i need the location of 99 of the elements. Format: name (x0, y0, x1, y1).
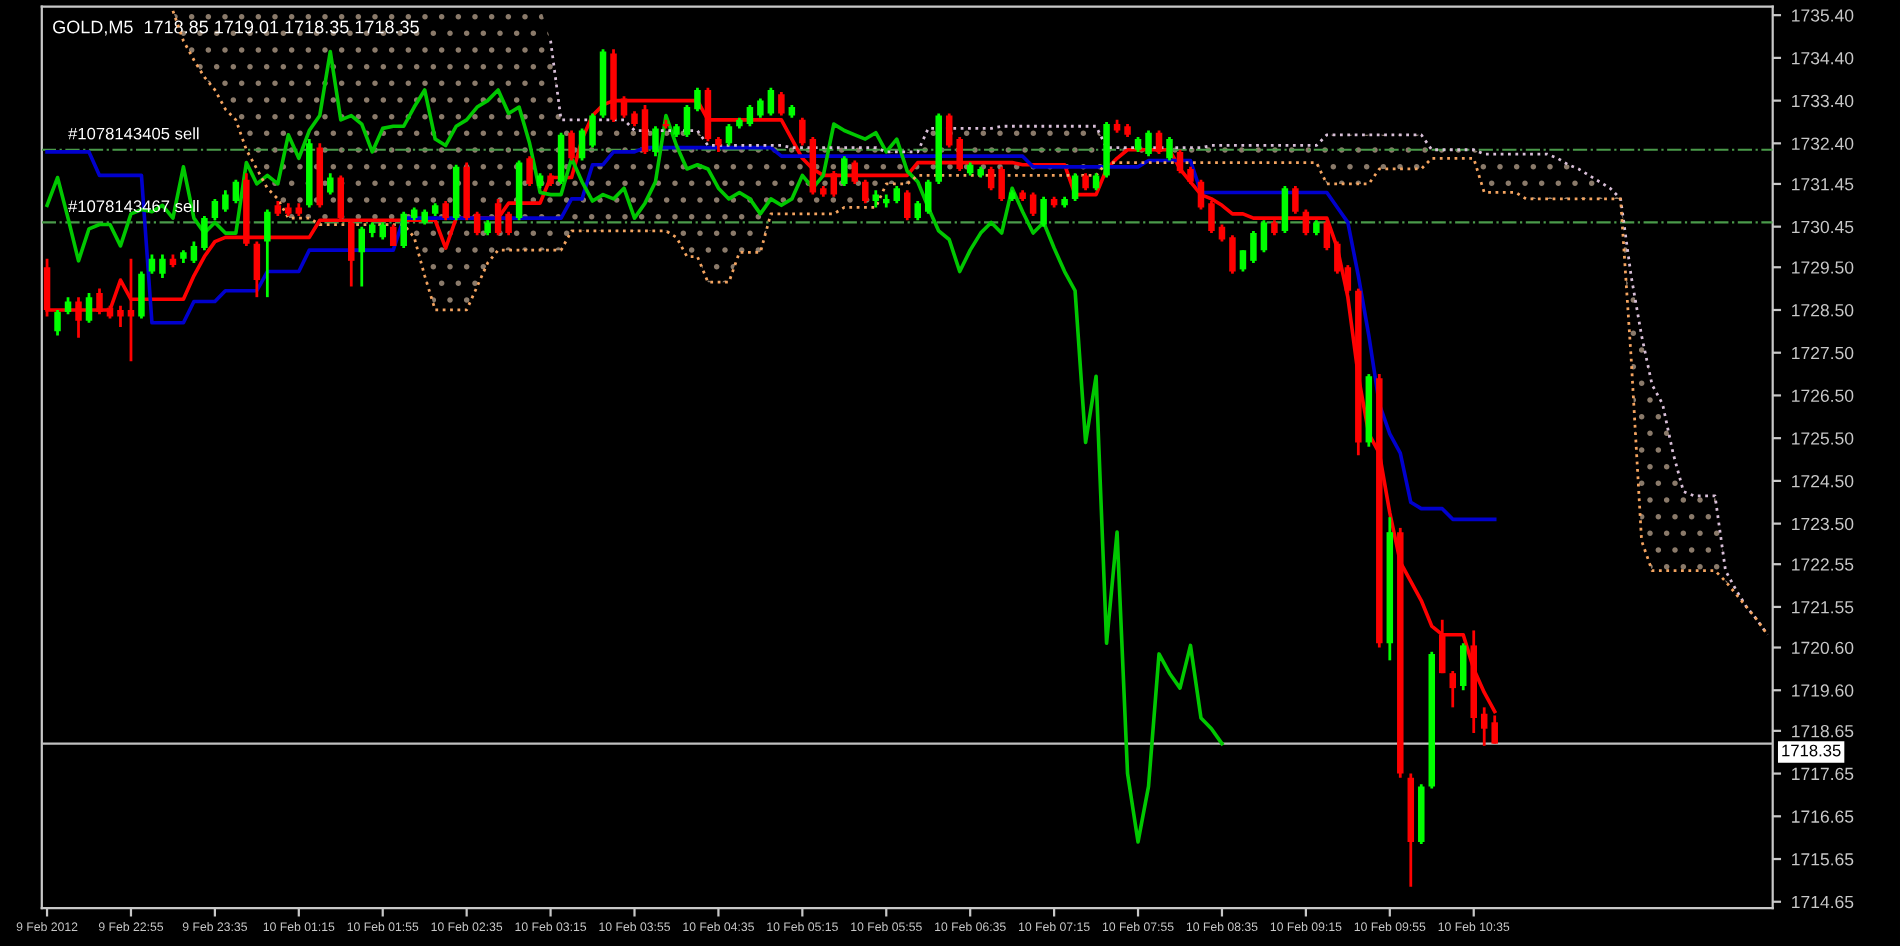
candlestick (568, 129, 575, 162)
candlestick (253, 240, 261, 299)
candlestick (358, 225, 366, 288)
candlestick (904, 188, 911, 222)
candlestick (851, 159, 859, 186)
candlestick (956, 135, 963, 173)
candlestick (1449, 669, 1456, 709)
y-tick-label: 1714.65 (1792, 895, 1854, 909)
candlestick (54, 308, 61, 338)
candlestick (767, 86, 775, 117)
y-tick-label: 1735.40 (1792, 9, 1854, 22)
candlestick (746, 103, 754, 128)
candlestick (348, 218, 355, 288)
candlestick (1260, 218, 1268, 254)
y-tick-label: 1734.40 (1792, 52, 1854, 65)
candlestick (327, 171, 334, 197)
candlestick (1208, 199, 1215, 235)
candlestick (494, 197, 502, 237)
candlestick (232, 178, 240, 205)
y-tick-label: 1722.55 (1792, 558, 1854, 571)
candlestick (1480, 705, 1488, 748)
candlestick (830, 169, 838, 199)
candlestick (652, 124, 659, 158)
y-tick-label: 1725.50 (1792, 432, 1854, 445)
candlestick (578, 126, 586, 162)
y-tick-label: 1726.50 (1792, 389, 1854, 402)
y-tick-label: 1723.50 (1792, 517, 1854, 531)
candlestick (389, 223, 397, 248)
candlestick (222, 188, 229, 214)
y-tick-label: 1715.65 (1792, 853, 1854, 866)
candlestick (641, 103, 649, 156)
candlestick (526, 154, 533, 188)
candlestick (1145, 129, 1152, 158)
y-tick-label: 1732.40 (1792, 137, 1854, 150)
candlestick (1439, 618, 1446, 675)
candlestick (473, 210, 481, 237)
y-tick-label: 1717.65 (1792, 767, 1854, 781)
candlestick (1176, 148, 1184, 175)
candlestick (841, 154, 848, 188)
candlestick (1250, 229, 1257, 265)
candlestick (1229, 233, 1236, 276)
y-tick-label: 1729.50 (1792, 261, 1854, 274)
candlestick (190, 240, 198, 265)
candlestick (862, 178, 869, 205)
candlestick (1029, 191, 1037, 218)
candlestick (924, 178, 932, 216)
candlestick (1071, 171, 1079, 203)
candlestick (1155, 129, 1163, 156)
candlestick (1344, 263, 1352, 295)
candlestick (1197, 178, 1205, 211)
candlestick (683, 103, 691, 139)
candlestick (1239, 248, 1247, 273)
candlestick (1323, 218, 1331, 252)
candlestick (998, 165, 1005, 203)
line-series (45, 49, 1224, 844)
candlestick (757, 97, 764, 120)
candlestick (138, 270, 145, 320)
candlestick (799, 116, 806, 147)
candlestick (725, 122, 733, 147)
ref-line-label: 1718.35 (1782, 744, 1841, 757)
candlestick (694, 86, 701, 113)
line-series (549, 39, 1769, 637)
candlestick (1302, 208, 1310, 237)
y-tick-label: 1731.45 (1792, 178, 1854, 191)
candlestick (211, 197, 219, 222)
text: GOLD,M5 1718.85 1719.01 1718.35 1718.35 (53, 20, 419, 36)
y-tick-label: 1718.65 (1792, 724, 1854, 738)
candlestick (442, 199, 449, 222)
y-tick-label: 1720.60 (1792, 641, 1854, 655)
candlestick (914, 199, 921, 222)
candlestick (148, 253, 156, 276)
candlestick (201, 214, 208, 252)
y-tick-label: 1719.60 (1792, 684, 1854, 697)
candlestick (1040, 195, 1047, 229)
candlestick (505, 210, 512, 237)
y-tick-label: 1716.65 (1792, 810, 1854, 823)
y-tick-label: 1730.45 (1792, 220, 1854, 234)
candlestick (96, 287, 103, 316)
y-tick-label: 1727.50 (1792, 346, 1854, 360)
y-tick-label: 1724.50 (1792, 475, 1854, 488)
candlestick (1281, 184, 1289, 235)
candlestick (75, 295, 82, 340)
candlestick (117, 304, 124, 329)
candlestick (337, 174, 345, 222)
candlestick (1166, 135, 1173, 162)
candlestick (1292, 184, 1299, 216)
candlestick (159, 253, 166, 280)
ref-line-label: #1078143405 sell (68, 127, 199, 140)
candlestick (264, 208, 271, 299)
candlestick (987, 165, 995, 192)
candlestick (400, 210, 407, 250)
y-tick-label: 1733.40 (1792, 94, 1854, 108)
y-tick-label: 1728.50 (1792, 304, 1854, 317)
candlestick (1459, 641, 1467, 692)
candlestick (85, 291, 93, 325)
candlestick (1334, 240, 1341, 276)
candlestick (589, 112, 596, 150)
y-tick-label: 1721.55 (1792, 601, 1854, 614)
candlestick (557, 131, 565, 186)
